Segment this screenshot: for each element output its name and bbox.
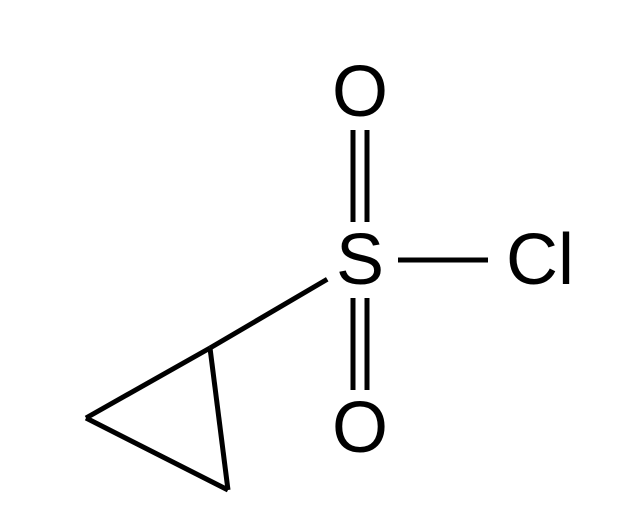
bond-line (86, 418, 228, 490)
atom-label-o_bottom: O (332, 388, 388, 468)
bond-line (86, 348, 210, 418)
atom-label-cl: Cl (506, 220, 574, 300)
bonds-layer (86, 130, 488, 490)
atom-label-o_top: O (332, 52, 388, 132)
molecule-diagram: S O O Cl (0, 0, 640, 520)
bond-line (210, 279, 327, 348)
bond-line (210, 348, 228, 490)
atom-label-s: S (336, 220, 384, 300)
